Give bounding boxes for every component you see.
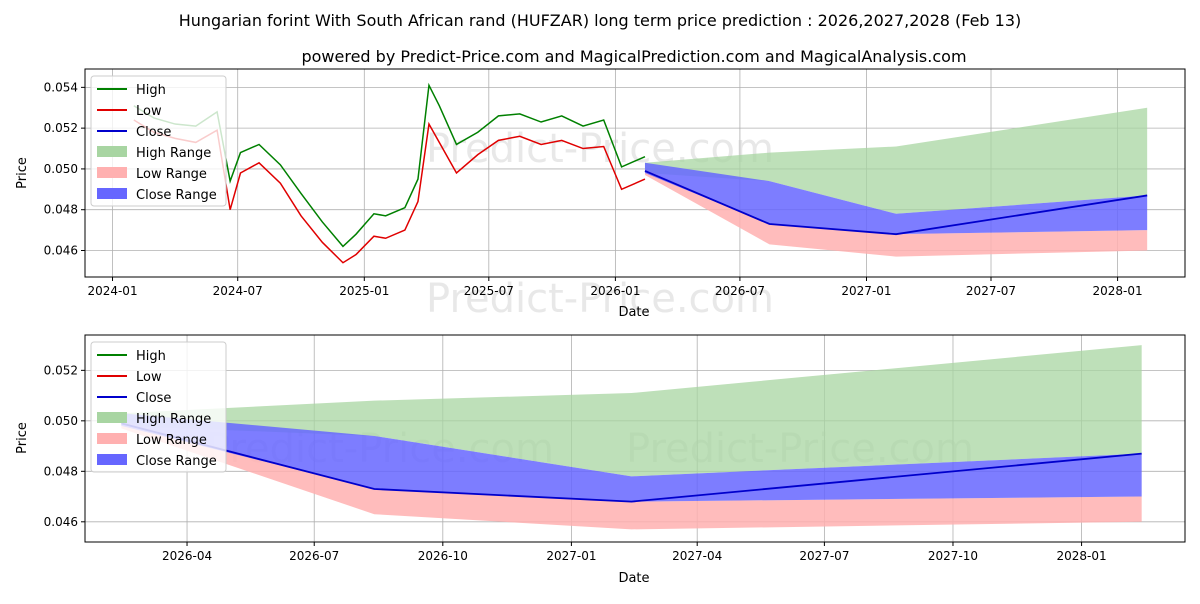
- bottom-high-range-band: [121, 345, 1142, 477]
- legend2-low-range-swatch: [97, 433, 127, 444]
- top-y-tick-label: 0.052: [44, 121, 78, 135]
- top-panel: Predict-Price.com Predict-Price.com 2024…: [15, 68, 1186, 322]
- watermark-top-2: Predict-Price.com: [426, 276, 774, 322]
- top-axes-frame: [84, 68, 1186, 278]
- top-y-tick-label: 0.050: [44, 162, 78, 176]
- legend2-low-range-label: Low Range: [136, 433, 207, 448]
- bottom-x-tick-label: 2027-01: [546, 549, 596, 563]
- legend-close-range-label: Close Range: [136, 188, 217, 203]
- bottom-y-tick-label: 0.050: [44, 414, 78, 428]
- top-x-tick-label: 2026-07: [715, 284, 765, 298]
- bottom-panel: Predict-Price.com Predict-Price.com 2026…: [15, 334, 1186, 586]
- legend2-low-label: Low: [136, 370, 162, 385]
- legend2-close-label: Close: [136, 391, 171, 406]
- bottom-y-tick-label: 0.052: [44, 363, 78, 377]
- top-x-tick-label: 2026-01: [590, 284, 640, 298]
- legend-high-label: High: [136, 83, 166, 98]
- legend-low-label: Low: [136, 104, 162, 119]
- top-close-forecast-line: [644, 170, 1148, 236]
- bottom-plot-area: [121, 345, 1142, 530]
- top-close-range-band: [644, 162, 1148, 235]
- top-y-tick-label: 0.054: [44, 80, 78, 94]
- bottom-x-tick-label: 2026-04: [162, 549, 212, 563]
- bottom-y-tick-label: 0.046: [44, 515, 78, 529]
- bottom-x-axis-label: Date: [618, 571, 649, 586]
- chart-title: Hungarian forint With South African rand…: [179, 11, 1022, 30]
- bottom-x-tick-label: 2026-10: [418, 549, 468, 563]
- legend2-close-range-swatch: [97, 454, 127, 465]
- bottom-legend: High Low Close High Range Low Range Clos…: [90, 341, 227, 473]
- top-high-range-band: [644, 107, 1148, 214]
- legend-low-range-label: Low Range: [136, 167, 207, 182]
- bottom-y-tick-label: 0.048: [44, 464, 78, 478]
- legend-close-label: Close: [136, 125, 171, 140]
- bottom-x-tick-label: 2027-10: [928, 549, 978, 563]
- top-x-tick-label: 2024-07: [213, 284, 263, 298]
- bottom-x-tick-label: 2027-04: [672, 549, 722, 563]
- bottom-x-tick-label: 2026-07: [289, 549, 339, 563]
- bottom-ticks: 2026-04 2026-07 2026-10 2027-01 2027-04 2027-…: [44, 363, 1107, 563]
- top-x-tick-label: 2028-01: [1093, 284, 1143, 298]
- top-x-tick-label: 2027-01: [841, 284, 891, 298]
- bottom-x-tick-label: 2027-07: [799, 549, 849, 563]
- legend2-high-label: High: [136, 349, 166, 364]
- legend-high-range-swatch: [97, 146, 127, 157]
- top-x-axis-label: Date: [618, 305, 649, 320]
- top-y-axis-label: Price: [15, 157, 30, 189]
- legend-high-range-label: High Range: [136, 146, 211, 161]
- top-x-tick-label: 2025-01: [339, 284, 389, 298]
- top-x-tick-label: 2025-07: [464, 284, 514, 298]
- legend2-close-range-label: Close Range: [136, 454, 217, 469]
- top-low-range-band: [644, 168, 1148, 257]
- bottom-x-tick-label: 2028-01: [1056, 549, 1106, 563]
- top-y-tick-label: 0.048: [44, 203, 78, 217]
- top-x-tick-label: 2024-01: [87, 284, 137, 298]
- top-legend: High Low Close High Range Low Range Clos…: [90, 75, 227, 207]
- bottom-low-range-band: [121, 420, 1142, 530]
- bottom-close-forecast-line: [121, 422, 1142, 503]
- bottom-y-axis-label: Price: [15, 422, 30, 454]
- top-ticks: 2024-01 2024-07 2025-01 2025-07 2026-01 2026-…: [44, 80, 1143, 298]
- top-x-tick-label: 2027-07: [966, 284, 1016, 298]
- top-y-tick-label: 0.046: [44, 243, 78, 257]
- legend2-high-range-swatch: [97, 412, 127, 423]
- top-plot-area: [133, 82, 1148, 264]
- legend2-high-range-label: High Range: [136, 412, 211, 427]
- bottom-axes-frame: [84, 334, 1186, 543]
- legend-close-range-swatch: [97, 188, 127, 199]
- legend-low-range-swatch: [97, 167, 127, 178]
- chart-subtitle: powered by Predict-Price.com and Magical…: [301, 47, 966, 66]
- bottom-close-range-band: [121, 413, 1142, 502]
